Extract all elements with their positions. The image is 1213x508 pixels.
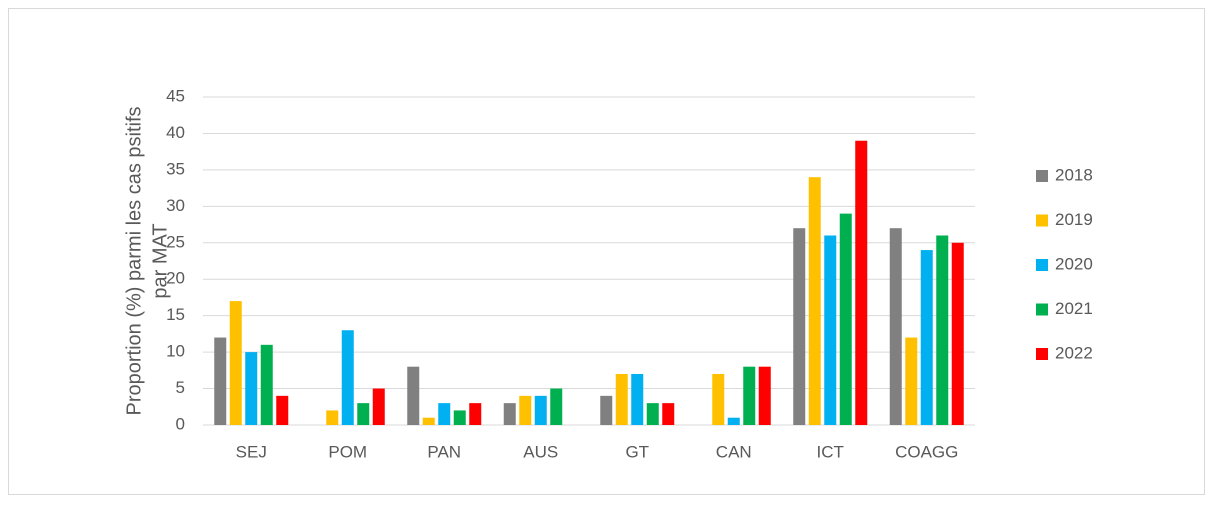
bar [920,250,933,425]
bar [646,403,659,425]
y-tick-label: 30 [166,196,185,215]
bar [550,388,563,425]
x-tick-label: GT [625,442,649,461]
y-tick-label: 15 [166,305,185,324]
bar [743,366,756,425]
bar [214,337,227,425]
y-axis-label: par MAT [149,223,171,298]
bar [341,330,354,425]
legend-swatch [1036,303,1048,316]
bar [824,235,837,425]
bar [615,373,628,425]
y-tick-label: 45 [166,86,185,105]
bar [534,395,547,425]
y-tick-label: 0 [176,414,185,433]
bar [503,403,516,425]
bar [326,410,339,425]
bar [245,352,258,425]
legend-swatch [1036,348,1048,360]
bar [422,417,435,425]
legend-swatch [1036,259,1048,271]
bar [839,213,852,425]
bar [407,366,420,425]
bar [855,140,868,425]
bar [372,388,385,425]
bar [276,395,289,425]
x-tick-label: SEJ [236,442,267,461]
bar [631,373,644,425]
bar [936,235,949,425]
x-tick-label: ICT [817,442,844,461]
x-tick-label: POM [328,442,367,461]
bar [712,373,725,425]
bar [793,228,806,425]
bar [357,403,370,425]
legend-label: 2018 [1055,165,1093,184]
bar [260,344,273,425]
legend-swatch [1036,214,1048,227]
bar [229,301,242,425]
y-tick-label: 25 [166,232,185,251]
x-tick-label: COAGG [895,442,958,461]
bar [951,242,964,425]
x-tick-label: PAN [427,442,461,461]
legend-label: 2020 [1055,254,1093,273]
legend-label: 2021 [1055,299,1093,318]
bar [889,228,902,425]
bar [438,403,451,425]
y-tick-label: 40 [166,123,185,142]
y-tick-label: 20 [166,269,185,288]
x-tick-label: CAN [716,442,752,461]
bar [758,366,771,425]
bar [727,417,740,425]
bar [905,337,918,425]
bar [519,395,532,425]
bar [600,395,613,425]
y-tick-label: 5 [176,378,185,397]
x-tick-label: AUS [523,442,558,461]
bar [662,403,675,425]
bar [453,410,466,425]
legend-label: 2022 [1055,343,1093,362]
legend-swatch [1036,170,1048,182]
y-tick-label: 35 [166,159,185,178]
legend-label: 2019 [1055,210,1093,229]
y-axis-label: Proportion (%) parmi les cas psitifs [123,107,145,416]
bar [808,177,821,425]
bar [469,403,482,425]
y-tick-label: 10 [166,342,185,361]
